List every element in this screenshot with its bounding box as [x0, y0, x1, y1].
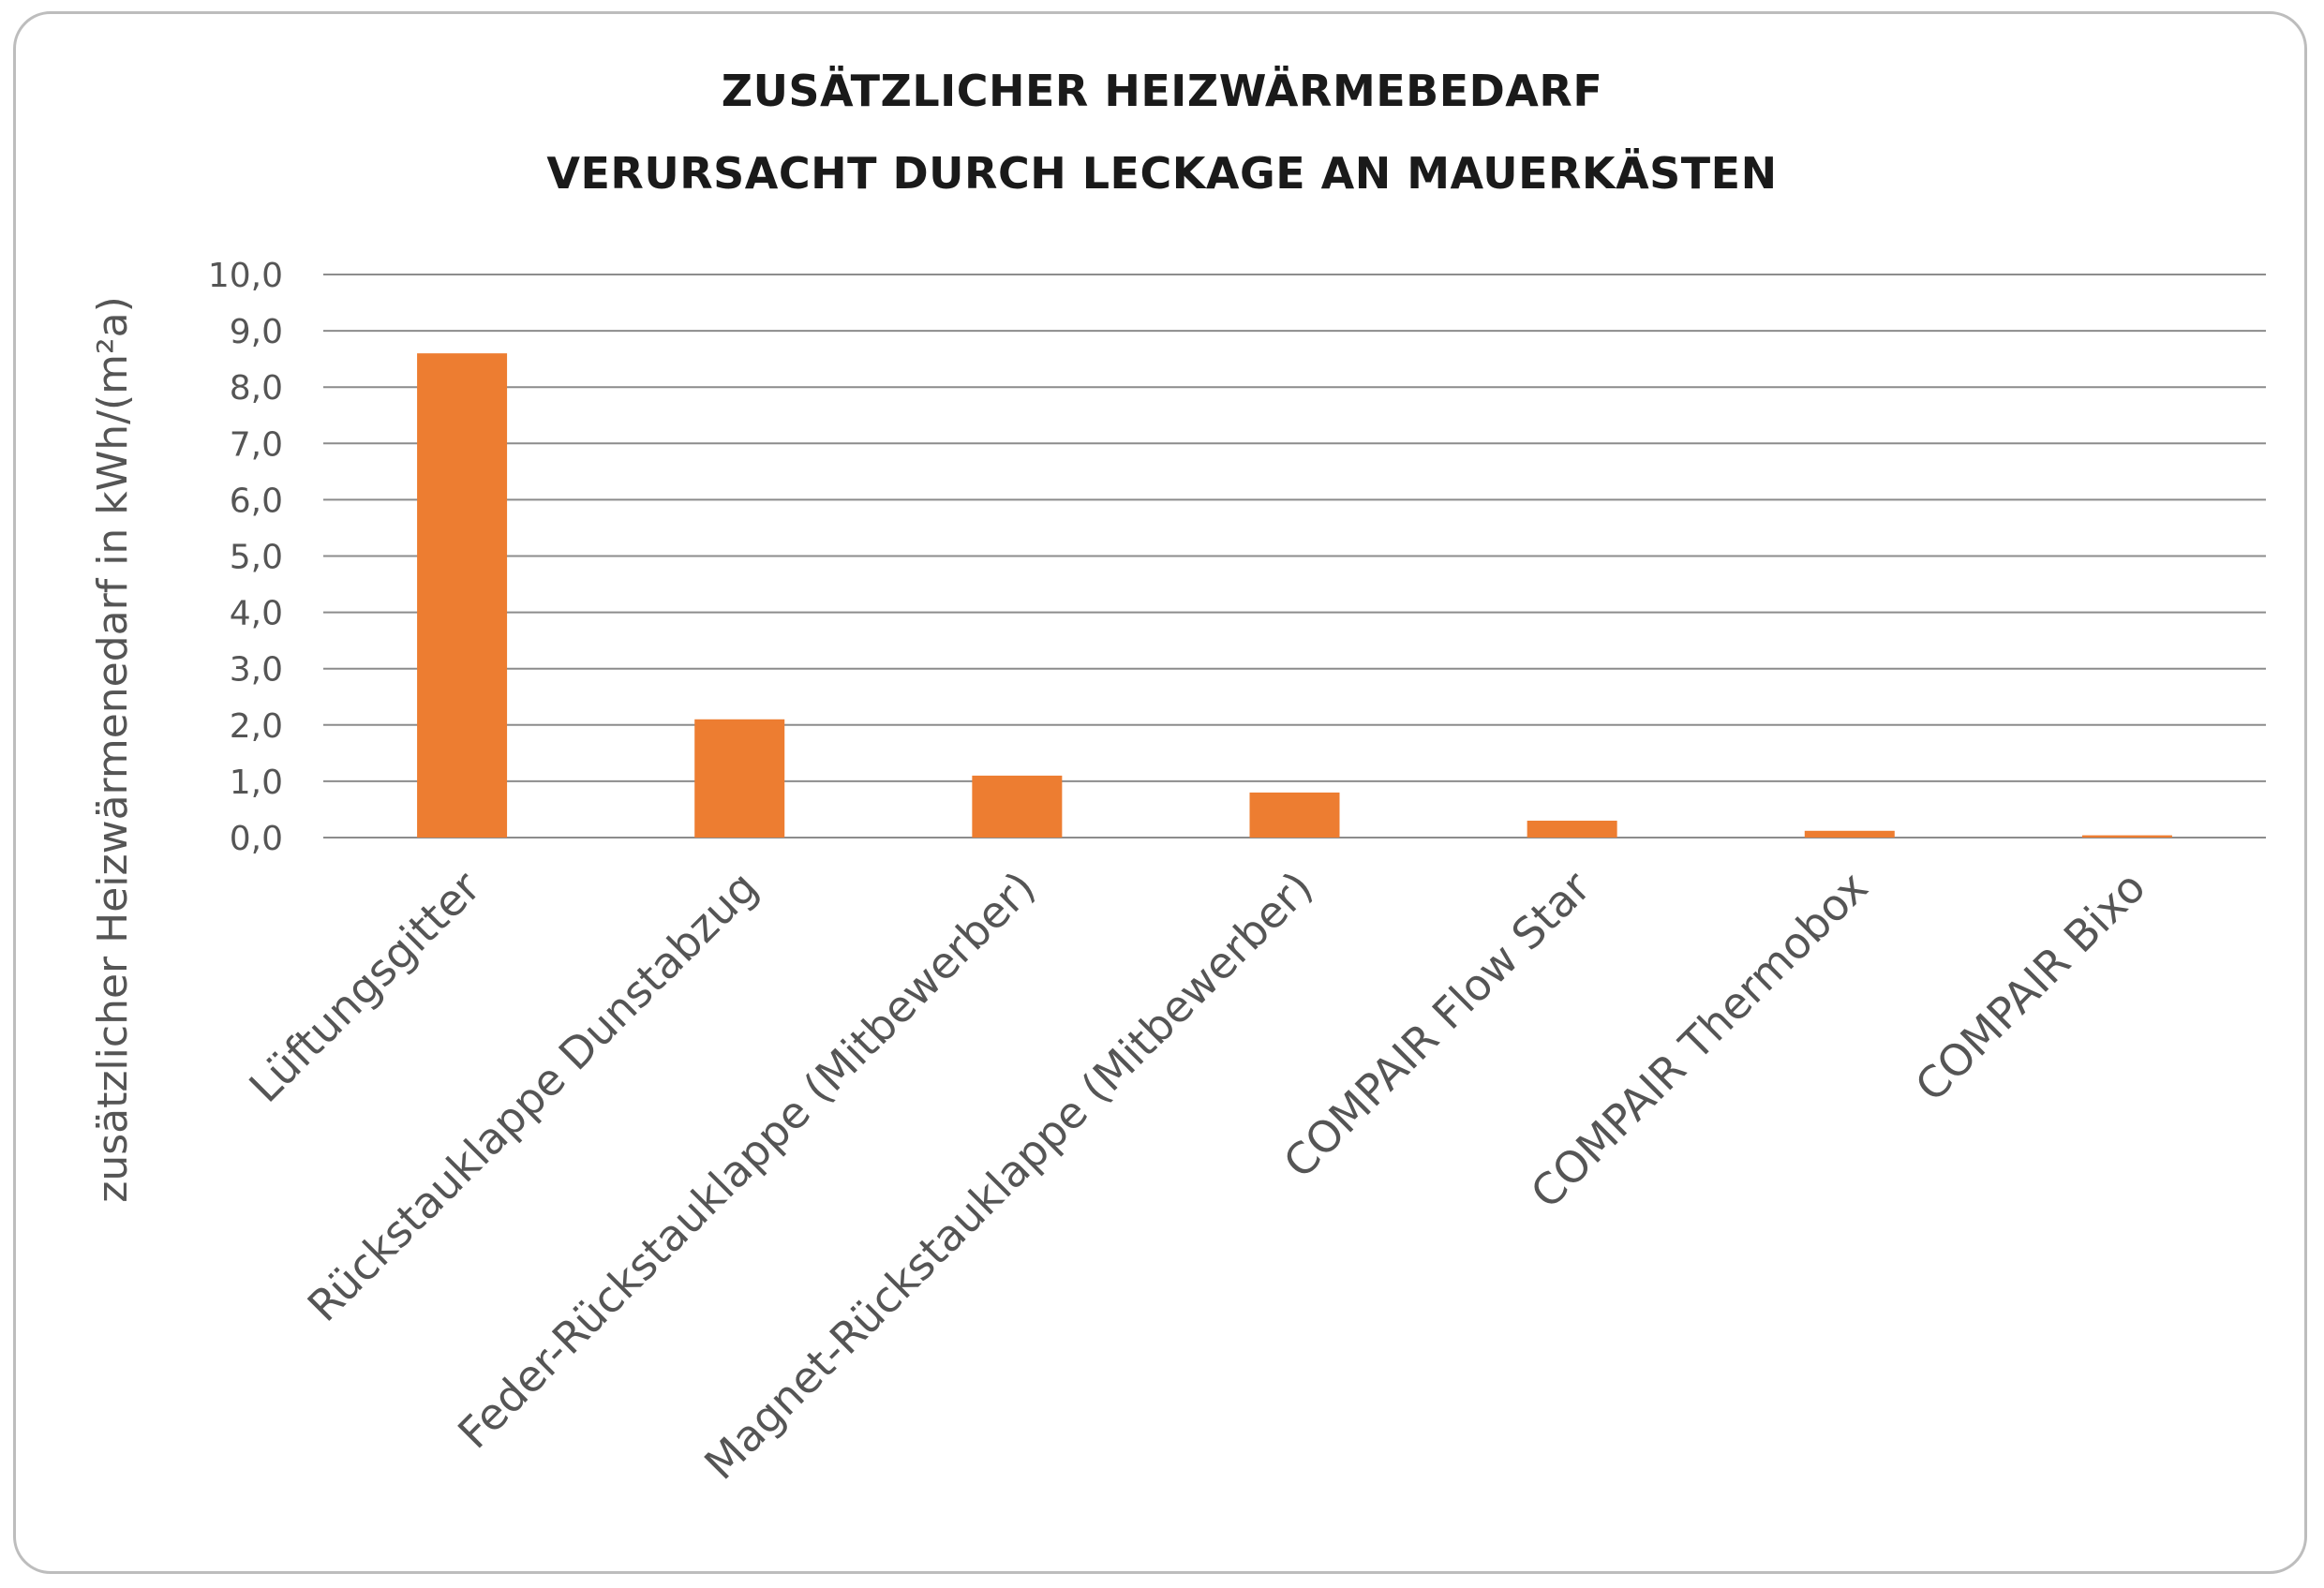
bar: [972, 775, 1063, 838]
y-tick-label: 10,0: [208, 257, 283, 295]
bars: [417, 353, 2172, 838]
x-category-label: Rückstauklappe Dunstabzug: [298, 862, 767, 1331]
bar: [2081, 835, 2172, 838]
y-tick-label: 2,0: [230, 707, 283, 746]
y-tick-label: 3,0: [230, 651, 283, 690]
y-tick-label: 0,0: [230, 820, 283, 858]
chart-title-line-1: ZUSÄTZLICHER HEIZWÄRMEBEDARF: [721, 66, 1603, 116]
y-axis-label: zusätzlicher Heizwärmenedarf in kWh/(m²a…: [89, 296, 137, 1203]
bar: [1527, 820, 1617, 838]
x-category-label: Magnet-Rückstauklappe (Mitbewerber): [694, 862, 1322, 1490]
y-tick-label: 8,0: [230, 369, 283, 408]
y-tick-label: 7,0: [230, 425, 283, 464]
y-tick-label: 4,0: [230, 595, 283, 633]
bar: [1804, 830, 1895, 838]
y-tick-label: 9,0: [230, 313, 283, 351]
x-category-label: COMPAIR Flow Star: [1274, 862, 1600, 1188]
chart-frame: [13, 11, 2307, 1574]
x-category-label: COMPAIR Bixo: [1905, 862, 2154, 1111]
y-tick-label: 1,0: [230, 764, 283, 802]
bar: [417, 353, 508, 838]
y-tick-label: 6,0: [230, 482, 283, 520]
gridlines: [323, 274, 2266, 839]
y-tick-label: 5,0: [230, 539, 283, 577]
chart-title-line-2: VERURSACHT DURCH LECKAGE AN MAUERKÄSTEN: [546, 148, 1778, 199]
bar: [1249, 792, 1340, 838]
x-category-label: Feder-Rückstauklappe (Mitbewerber): [448, 862, 1045, 1459]
x-category-label: Lüftungsgitter: [239, 862, 489, 1112]
bar: [694, 719, 785, 838]
y-axis-ticks: 0,0 1,0 2,0 3,0 4,0 5,0 6,0 7,0 8,0 9,0 10,0: [208, 257, 283, 858]
